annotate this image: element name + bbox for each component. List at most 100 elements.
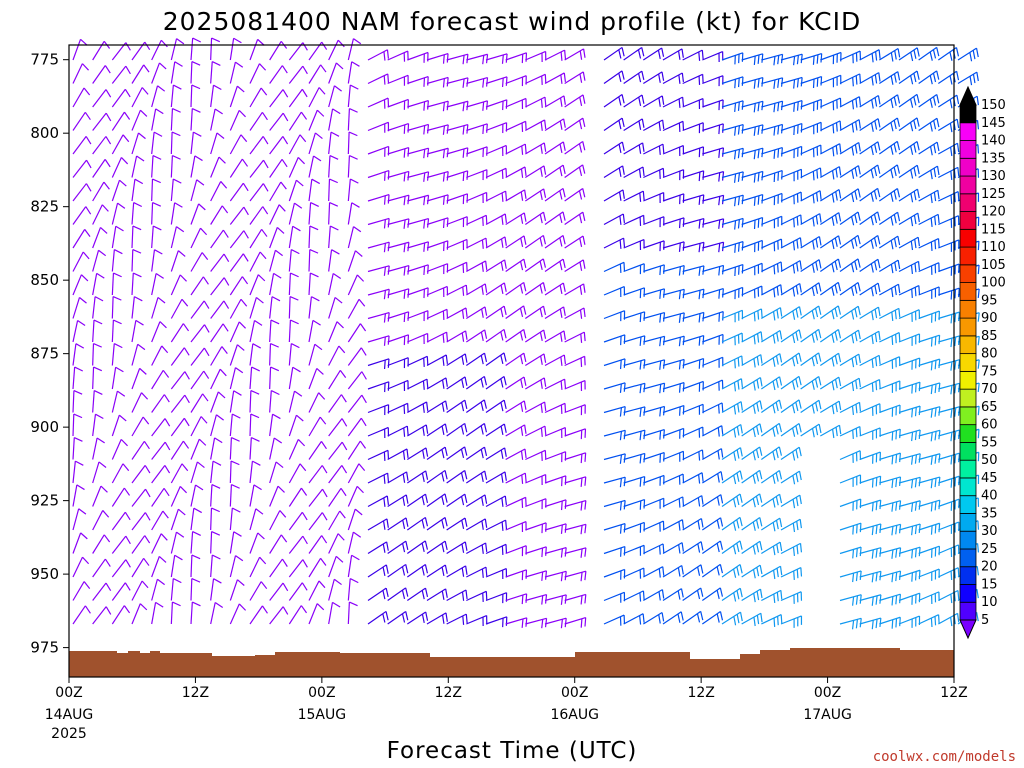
wind-barb <box>859 141 881 156</box>
wind-barb <box>878 94 901 109</box>
wind-barb <box>544 354 567 367</box>
wind-barb <box>662 312 685 323</box>
wind-barb <box>938 544 960 557</box>
wind-barb <box>170 274 187 296</box>
x-tick-date: 15AUG <box>298 707 347 723</box>
wind-barb <box>111 157 129 178</box>
colorbar-label: 130 <box>981 169 1006 184</box>
wind-barb <box>229 367 244 390</box>
wind-barb <box>859 403 881 416</box>
wind-barb <box>761 307 783 321</box>
wind-barb <box>308 178 320 202</box>
wind-barb <box>879 48 901 62</box>
wind-barb <box>839 258 861 273</box>
wind-barb <box>229 85 245 108</box>
wind-barb <box>662 288 685 300</box>
wind-barb <box>564 140 586 155</box>
wind-barb <box>288 535 308 554</box>
wind-barb <box>72 581 91 601</box>
wind-barb <box>780 214 803 228</box>
wind-barb <box>328 225 339 249</box>
wind-barb <box>643 264 665 276</box>
wind-barb <box>229 483 240 507</box>
wind-barb <box>151 272 164 296</box>
wind-barb <box>249 319 263 343</box>
wind-barb <box>702 379 724 391</box>
wind-barb <box>446 147 469 158</box>
wind-barb <box>682 564 704 578</box>
colorbar-swatch <box>959 228 977 248</box>
wind-barb <box>780 306 802 320</box>
wind-barb <box>131 319 144 343</box>
wind-barb <box>603 614 626 626</box>
wind-barb <box>426 52 449 64</box>
wind-barb <box>721 171 744 183</box>
wind-barb <box>407 241 430 252</box>
wind-barb <box>308 488 328 507</box>
wind-barb <box>229 603 247 625</box>
wind-barb <box>839 425 862 439</box>
colorbar-swatch <box>959 299 977 319</box>
wind-barb <box>131 178 144 202</box>
wind-barb <box>170 154 181 178</box>
wind-barb <box>170 508 186 531</box>
wind-barb <box>682 472 704 484</box>
wind-barb <box>780 191 803 205</box>
wind-barb <box>898 546 921 559</box>
wind-barb <box>760 399 783 414</box>
wind-barb <box>938 335 961 348</box>
wind-barb <box>741 147 764 160</box>
x-tick-year: 2025 <box>51 726 87 742</box>
wind-barb <box>308 603 325 625</box>
wind-barb <box>111 88 131 108</box>
colorbar-swatch <box>959 264 977 283</box>
wind-barb <box>918 382 941 395</box>
wind-barb <box>308 512 328 531</box>
colorbar-swatch <box>959 566 977 585</box>
wind-barb <box>544 594 567 605</box>
wind-barb <box>308 64 327 84</box>
wind-barb <box>229 109 246 131</box>
wind-barb <box>603 189 625 202</box>
colorbar-label: 20 <box>981 560 998 575</box>
wind-barb <box>210 578 222 601</box>
wind-barb <box>505 143 527 155</box>
y-tick-label: 875 <box>30 345 59 363</box>
wind-barb <box>839 305 861 320</box>
wind-barb <box>662 404 685 416</box>
wind-barb <box>702 50 724 63</box>
wind-barb <box>269 136 289 155</box>
wind-barb <box>859 258 881 273</box>
wind-barb <box>210 437 223 460</box>
wind-barb <box>485 167 508 179</box>
wind-barb <box>524 211 547 225</box>
wind-barb <box>328 201 339 225</box>
wind-barb <box>820 166 842 180</box>
plot-border <box>68 44 955 678</box>
wind-barb <box>407 99 429 111</box>
wind-barb <box>92 272 105 296</box>
wind-barb <box>426 564 448 578</box>
wind-barb <box>210 205 229 225</box>
wind-barb <box>347 38 362 61</box>
terrain-surface <box>69 648 954 677</box>
wind-barb <box>131 343 146 366</box>
wind-barb <box>249 251 267 272</box>
wind-barb <box>918 141 940 156</box>
colorbar-label: 25 <box>981 542 998 557</box>
wind-barb <box>918 46 940 61</box>
wind-barb <box>170 601 181 625</box>
wind-barb <box>800 190 822 204</box>
wind-barb <box>878 164 901 179</box>
wind-barb <box>249 183 269 202</box>
wind-barb <box>623 166 645 179</box>
wind-barb <box>210 530 221 554</box>
wind-barb <box>92 204 109 225</box>
wind-barb <box>918 614 940 628</box>
wind-barb <box>308 296 320 319</box>
wind-barb <box>249 460 261 484</box>
colorbar-swatch <box>959 424 977 443</box>
wind-barb <box>328 85 342 108</box>
wind-barb <box>525 142 547 155</box>
wind-barb <box>564 211 586 225</box>
